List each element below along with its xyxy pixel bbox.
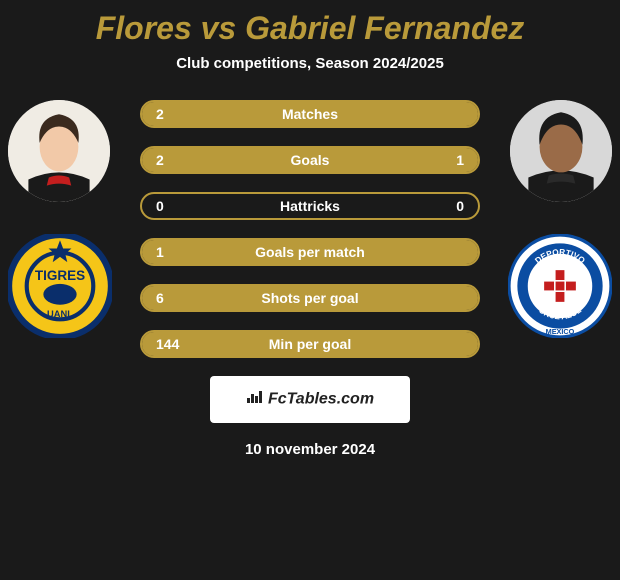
player-avatar-right [510,100,612,202]
stat-row: 2Matches [140,100,480,128]
club-right-svg: DEPORTIVO CRUZ AZUL MEXICO [508,234,612,338]
avatar-right-svg [510,100,612,202]
stat-row: 2Goals1 [140,146,480,174]
avatar-left-svg [8,100,110,202]
stat-label: Goals [142,152,478,168]
date-label: 10 november 2024 [0,441,620,458]
club-badge-left: TIGRES UANL [8,234,112,338]
player-avatar-left [8,100,110,202]
club-left-svg: TIGRES UANL [8,234,112,338]
stat-row: 0Hattricks0 [140,192,480,220]
comparison-card: Flores vs Gabriel Fernandez Club competi… [0,0,620,458]
stat-value-right: 1 [456,152,464,168]
stat-label: Goals per match [142,244,478,260]
svg-text:UANL: UANL [47,309,73,319]
stat-label: Min per goal [142,336,478,352]
brand-label: FcTables.com [268,391,374,408]
brand-box: FcTables.com [210,376,410,423]
stat-value-right: 0 [456,198,464,214]
page-title: Flores vs Gabriel Fernandez [0,10,620,47]
chart-icon [246,390,264,409]
main-area: TIGRES UANL DEPORTIVO CRUZ AZUL [0,100,620,458]
club-badge-right: DEPORTIVO CRUZ AZUL MEXICO [508,234,612,338]
stats-list: 2Matches2Goals10Hattricks01Goals per mat… [140,100,480,358]
stat-label: Matches [142,106,478,122]
stat-label: Hattricks [142,198,478,214]
stat-label: Shots per goal [142,290,478,306]
stat-row: 144Min per goal [140,330,480,358]
stat-row: 6Shots per goal [140,284,480,312]
svg-text:TIGRES: TIGRES [35,268,85,283]
subtitle: Club competitions, Season 2024/2025 [0,55,620,72]
svg-text:MEXICO: MEXICO [546,327,575,336]
stat-row: 1Goals per match [140,238,480,266]
